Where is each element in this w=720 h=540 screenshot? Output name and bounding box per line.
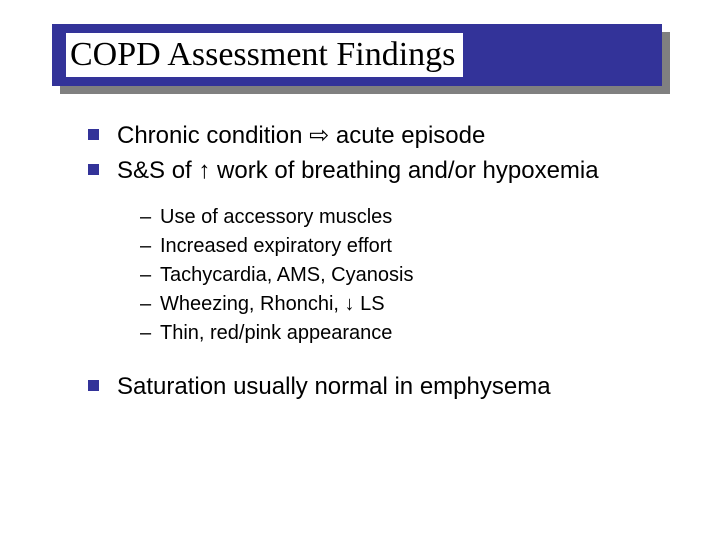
- dash-bullet-icon: –: [140, 204, 160, 231]
- sub-bullet-item: – Thin, red/pink appearance: [140, 320, 678, 347]
- slide-title: COPD Assessment Findings: [66, 33, 463, 78]
- bullet-text: S&S of ↑ work of breathing and/or hypoxe…: [117, 155, 599, 186]
- bullet-item: Chronic condition ⇨ acute episode: [88, 120, 678, 151]
- sub-bullet-list: – Use of accessory muscles – Increased e…: [140, 204, 678, 347]
- title-bar: COPD Assessment Findings: [52, 24, 662, 86]
- sub-bullet-item: – Tachycardia, AMS, Cyanosis: [140, 262, 678, 289]
- bullet-text: Saturation usually normal in emphysema: [117, 371, 551, 402]
- sub-bullet-item: – Increased expiratory effort: [140, 233, 678, 260]
- sub-bullet-text: Use of accessory muscles: [160, 204, 392, 231]
- bullet-item: Saturation usually normal in emphysema: [88, 371, 678, 402]
- content-area: Chronic condition ⇨ acute episode S&S of…: [88, 120, 678, 407]
- square-bullet-icon: [88, 380, 99, 391]
- sub-bullet-text: Tachycardia, AMS, Cyanosis: [160, 262, 413, 289]
- sub-bullet-item: – Wheezing, Rhonchi, ↓ LS: [140, 291, 678, 318]
- dash-bullet-icon: –: [140, 320, 160, 347]
- bullet-text: Chronic condition ⇨ acute episode: [117, 120, 485, 151]
- sub-bullet-item: – Use of accessory muscles: [140, 204, 678, 231]
- dash-bullet-icon: –: [140, 262, 160, 289]
- square-bullet-icon: [88, 129, 99, 140]
- dash-bullet-icon: –: [140, 291, 160, 318]
- sub-bullet-text: Wheezing, Rhonchi, ↓ LS: [160, 291, 385, 318]
- bullet-item: S&S of ↑ work of breathing and/or hypoxe…: [88, 155, 678, 186]
- dash-bullet-icon: –: [140, 233, 160, 260]
- sub-bullet-text: Increased expiratory effort: [160, 233, 392, 260]
- square-bullet-icon: [88, 164, 99, 175]
- sub-bullet-text: Thin, red/pink appearance: [160, 320, 392, 347]
